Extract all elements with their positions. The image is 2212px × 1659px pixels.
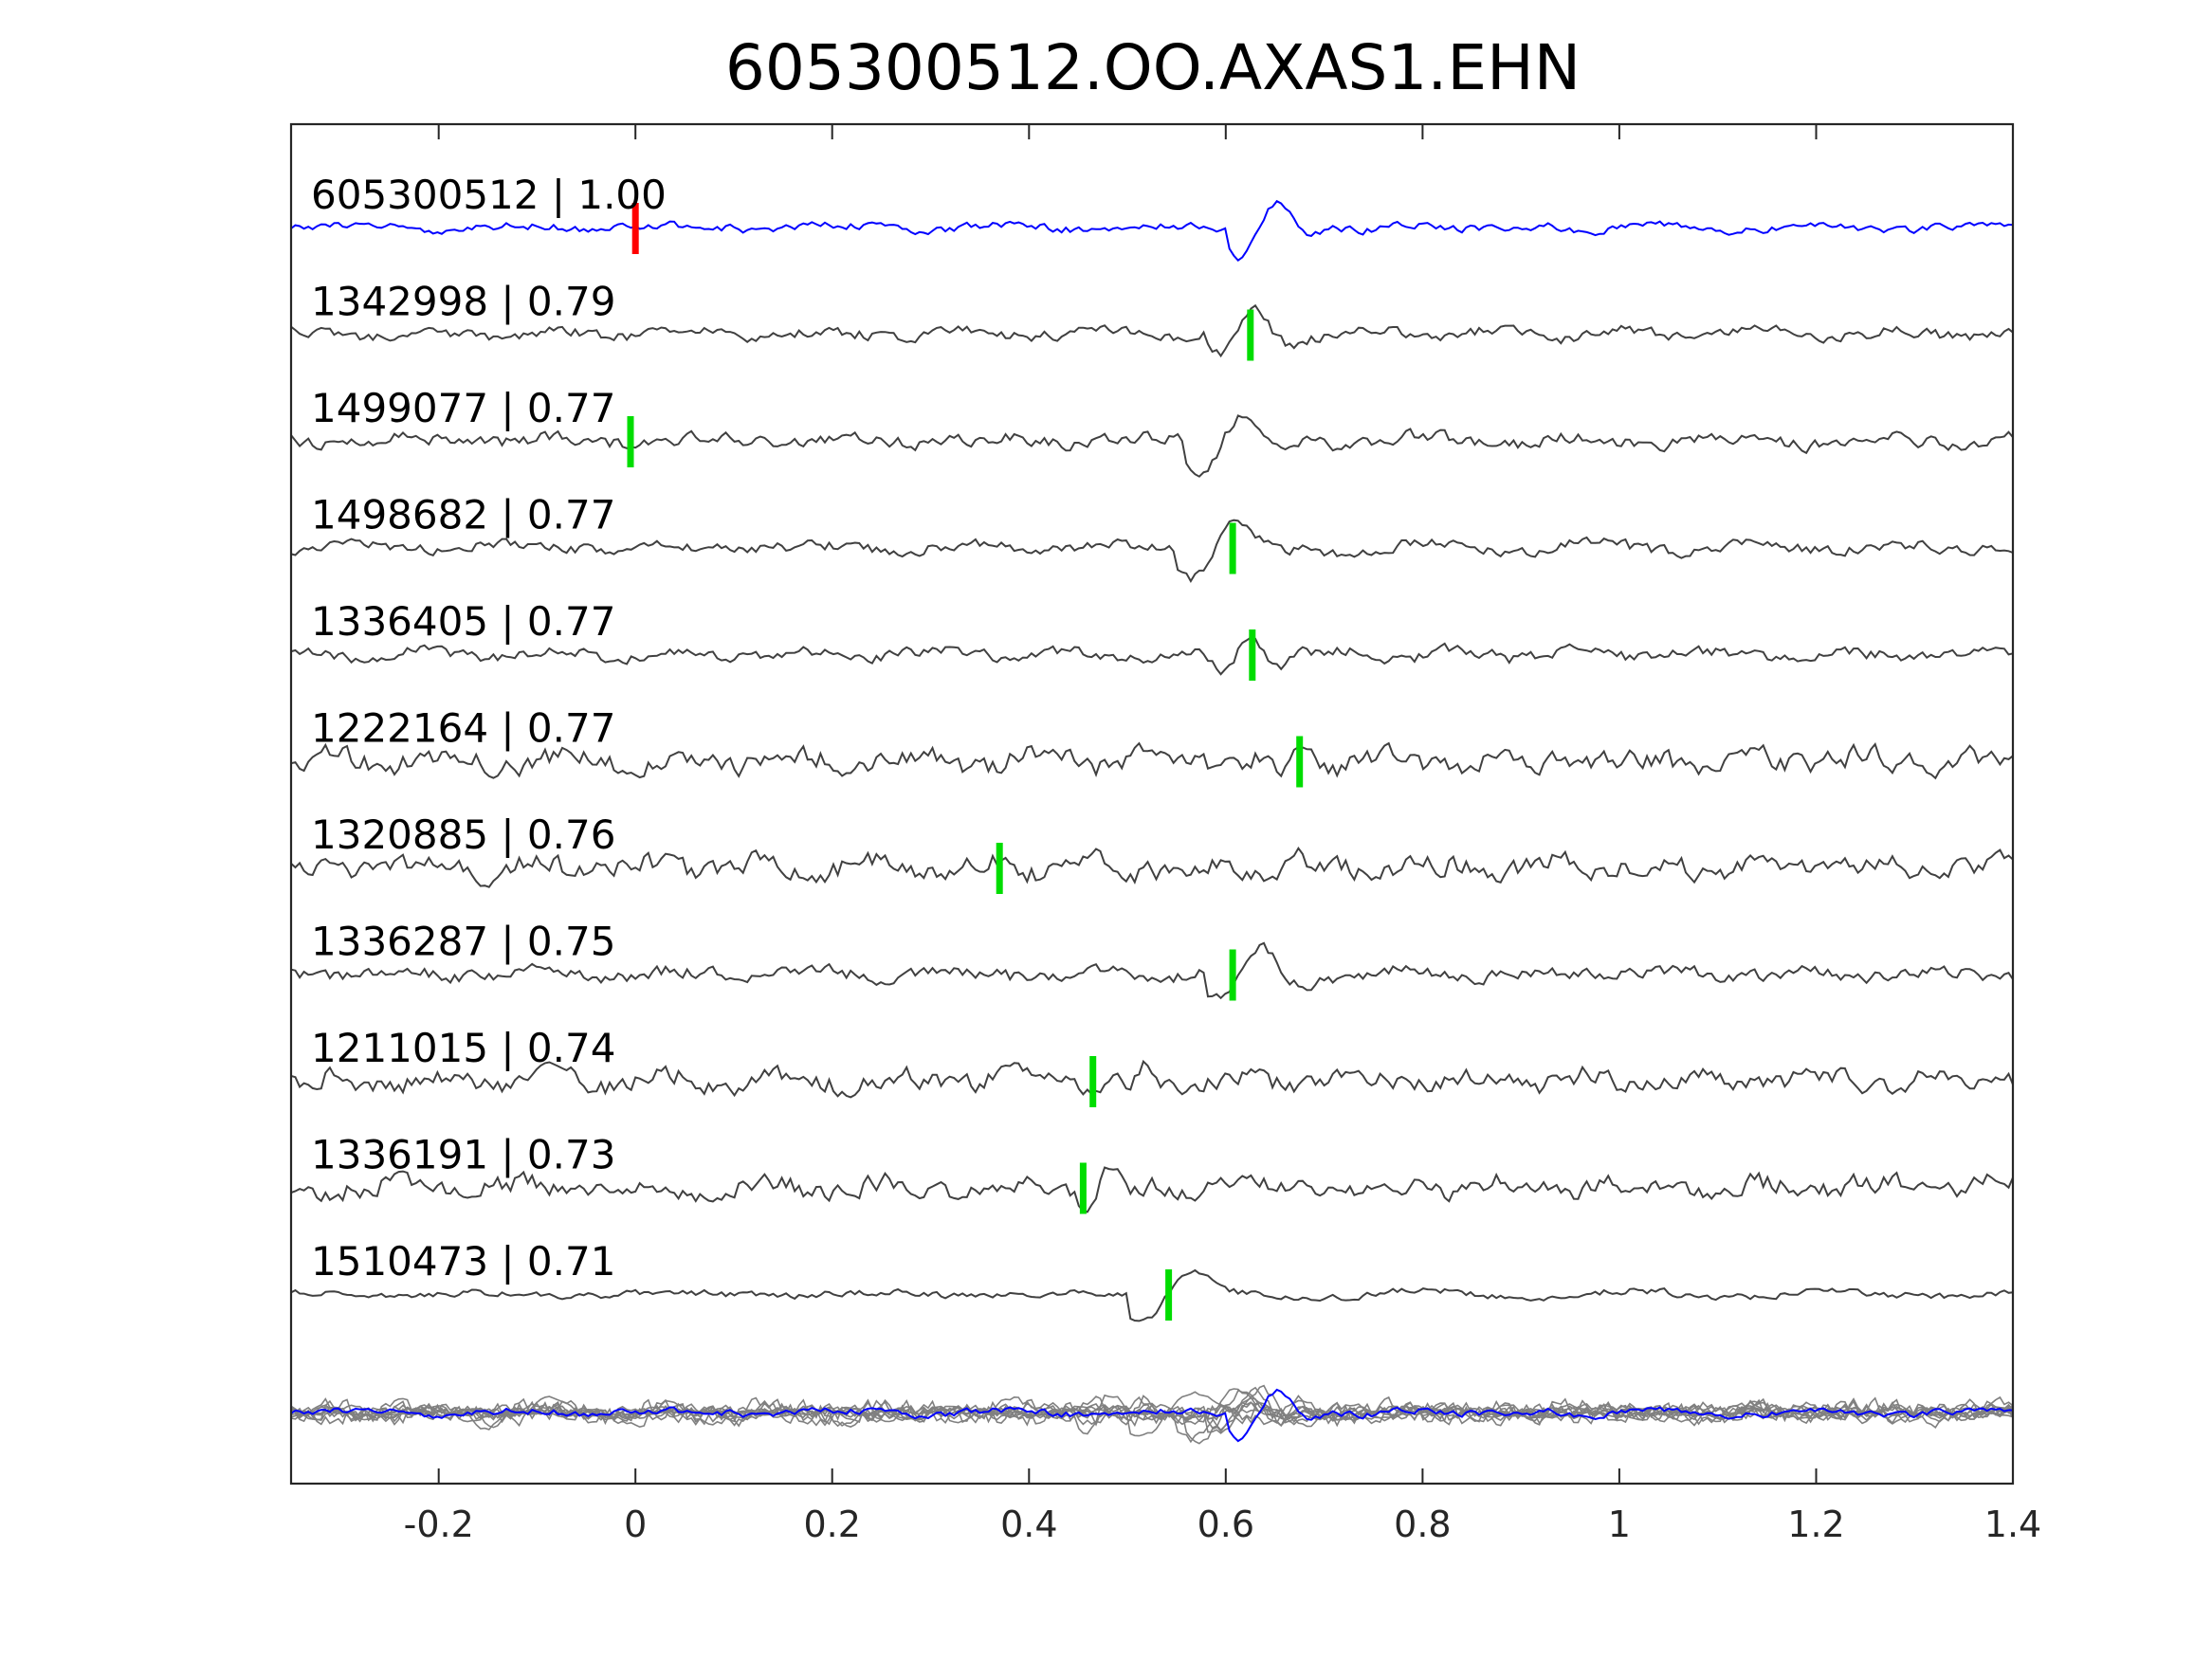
trace-label-1498682: 1498682 | 0.77 [311,492,615,538]
trace-label-1211015: 1211015 | 0.74 [311,1025,615,1071]
plot-area-frame [289,122,2015,1486]
picks-layer [627,203,1304,1321]
waveform-1342998 [290,303,2014,358]
waveform-1499077 [290,414,2014,478]
waveform-1222164 [290,741,2014,780]
waveform-1320885 [290,846,2014,888]
trace-label-1336287: 1336287 | 0.75 [311,919,615,965]
x-tick-label: 0.6 [1197,1504,1254,1545]
x-tick-label: 1 [1608,1504,1631,1545]
trace-label-1336191: 1336191 | 0.73 [311,1132,615,1178]
stack-waveform-1499077 [290,1389,2014,1445]
x-axis: -0.2 0 0.2 0.4 0.6 0.8 1 1.2 1.4 [404,124,2041,1545]
x-tick-label: 1.2 [1787,1504,1844,1545]
waveform-1336191 [290,1166,2014,1213]
trace-label-1510473: 1510473 | 0.71 [311,1238,615,1285]
x-tick-label: 0.4 [1000,1504,1057,1545]
x-tick-label: -0.2 [404,1504,474,1545]
x-tick-label: 0 [624,1504,647,1545]
trace-labels: 605300512 | 1.00 1342998 | 0.79 1499077 | … [311,172,667,1285]
waveform-1336405 [290,636,2014,676]
stack-layer [290,1384,2014,1445]
trace-label-1336405: 1336405 | 0.77 [311,598,615,645]
waveform-1336287 [290,941,2014,1000]
waveform-1211015 [290,1059,2014,1099]
trace-label-1320885: 1320885 | 0.76 [311,811,615,858]
stack-waveform-template [290,1388,2014,1443]
trace-label-605300512: 605300512 | 1.00 [311,172,667,218]
waveform-1510473 [290,1268,2014,1322]
waveform-605300512 [290,199,2014,263]
stack-waveform-1510473 [290,1391,2014,1437]
x-tick-label: 1.4 [1984,1504,2041,1545]
chart-title: 605300512.OO.AXAS1.EHN [725,31,1581,104]
x-tick-label: 0.2 [803,1504,860,1545]
trace-label-1499077: 1499077 | 0.77 [311,385,615,431]
waveform-1498682 [290,519,2014,583]
x-tick-label: 0.8 [1394,1504,1451,1545]
trace-label-1222164: 1222164 | 0.77 [311,705,615,752]
traces-layer [290,199,2014,1322]
trace-label-1342998: 1342998 | 0.79 [311,279,615,325]
